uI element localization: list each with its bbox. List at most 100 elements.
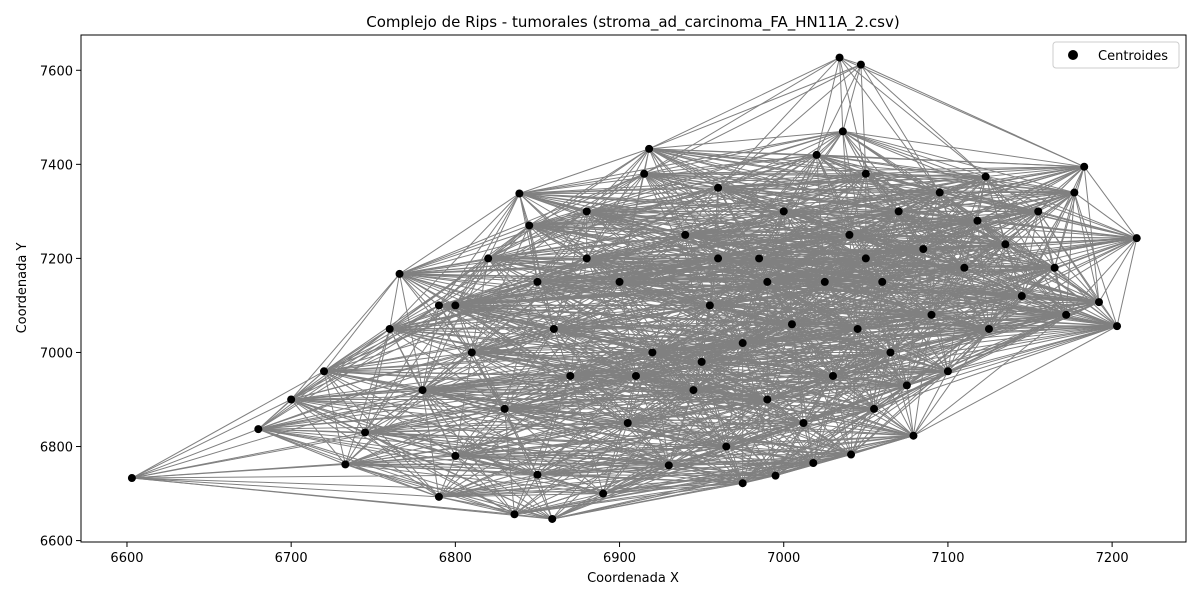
edge-line [1037, 211, 1118, 327]
edge-line [537, 464, 669, 476]
edge-line [873, 314, 932, 410]
edge-line [842, 130, 1085, 168]
edge-line [865, 173, 924, 250]
edge-line [627, 384, 907, 424]
centroid-point [467, 348, 476, 357]
edge-line [842, 130, 1039, 212]
edge-line [569, 375, 670, 466]
y-tick-label: 7200 [40, 252, 73, 267]
centroid-point [510, 510, 519, 519]
edge-line [842, 131, 850, 235]
edge-line [488, 173, 866, 259]
edge-line [923, 248, 1055, 269]
edge-line [603, 454, 852, 495]
edge-line [947, 267, 1055, 372]
edge-line [586, 173, 866, 259]
centroid-point [1001, 240, 1010, 249]
edge-line [519, 173, 645, 194]
edge-line [290, 399, 515, 515]
edge-line [717, 210, 1039, 259]
centroid-point [287, 395, 296, 404]
edge-line [791, 237, 1137, 325]
edge-line [504, 408, 727, 448]
edge-line [1116, 238, 1138, 327]
edge-line [570, 304, 711, 377]
edge-line [438, 496, 553, 520]
edge-line [537, 281, 990, 330]
centroid-point [820, 277, 829, 286]
edge-line [939, 192, 1039, 212]
edge-line [471, 352, 628, 424]
edge-line [422, 389, 727, 448]
x-tick-label: 6900 [603, 551, 636, 566]
edge-line [890, 314, 1067, 353]
edge-line [881, 281, 908, 386]
edge-line [602, 375, 637, 494]
centroid-point [645, 144, 654, 153]
y-tick-label: 7400 [40, 158, 73, 173]
edge-line [803, 314, 932, 424]
centroid-point [395, 269, 404, 278]
centroid-point [861, 169, 870, 178]
edge-line [537, 389, 694, 476]
edge-line [842, 131, 867, 174]
edge-line [644, 173, 1039, 212]
edge-line [438, 455, 456, 498]
edge-line [865, 258, 932, 316]
edge-line [717, 187, 867, 259]
edge-line [651, 352, 670, 466]
centroid-point [909, 431, 918, 440]
edge-line [586, 210, 1039, 259]
centroid-point [738, 339, 747, 348]
edge-line [504, 281, 620, 410]
edge-line [455, 455, 604, 495]
edge-line [643, 173, 686, 236]
edge-line [701, 361, 948, 372]
edge-line [399, 273, 424, 391]
edge-line [345, 399, 768, 465]
edge-line [438, 493, 604, 498]
edge-line [455, 304, 637, 377]
centroid-point [631, 371, 640, 380]
edge-line [422, 389, 604, 494]
edge-line [487, 225, 530, 259]
edge-line [643, 173, 711, 306]
edge-line [586, 257, 768, 283]
edge-line [422, 389, 505, 410]
edge-line [1054, 267, 1118, 327]
edge-line [726, 408, 875, 448]
edge-line [701, 328, 990, 363]
edge-line [742, 281, 826, 344]
edge-line [717, 57, 840, 189]
x-tick-label: 6700 [275, 551, 308, 566]
edge-line [717, 131, 844, 259]
centroid-point [640, 169, 649, 178]
edge-line [291, 361, 702, 400]
edge-line [842, 130, 978, 222]
edge-line [648, 64, 862, 150]
centroid-point [548, 514, 557, 523]
edge-line [939, 192, 1055, 269]
edge-line [931, 314, 949, 372]
edge-line [890, 351, 949, 372]
edge-line [586, 187, 719, 212]
centroid-point [599, 489, 608, 498]
edge-line [832, 314, 1067, 377]
edge-line [865, 173, 900, 212]
edge-line [364, 431, 515, 515]
edge-line [455, 304, 702, 363]
edge-line [1037, 192, 1075, 212]
edge-line [988, 325, 1118, 330]
centroid-point [787, 320, 796, 329]
edge-line [455, 281, 768, 306]
edge-line [1021, 237, 1137, 297]
edge-line [635, 370, 948, 377]
centroid-point [1062, 310, 1071, 319]
edge-line [291, 389, 694, 400]
edge-line [454, 193, 520, 306]
edge-line [323, 351, 472, 372]
centroid-point [566, 371, 575, 380]
y-ticks: 6600 6800 7000 7200 7400 7600 [40, 64, 81, 550]
edge-line [717, 258, 744, 344]
edge-line [586, 243, 1006, 259]
